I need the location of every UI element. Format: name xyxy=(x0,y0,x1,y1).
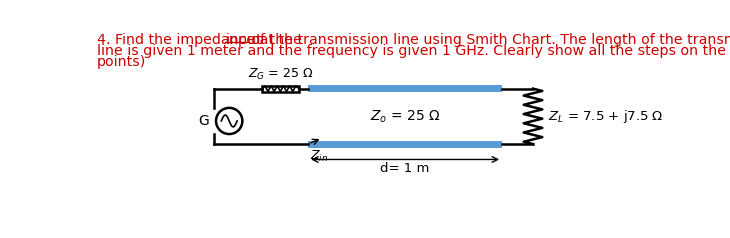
Text: 4. Find the impedance at the: 4. Find the impedance at the xyxy=(96,33,306,47)
Bar xyxy=(308,85,502,92)
Text: points): points) xyxy=(96,55,146,69)
Text: $Z_G$ = 25 Ω: $Z_G$ = 25 Ω xyxy=(247,67,313,82)
Text: G: G xyxy=(199,114,209,128)
Text: input: input xyxy=(226,33,262,47)
Bar xyxy=(308,141,502,148)
Text: d= 1 m: d= 1 m xyxy=(380,162,430,175)
Bar xyxy=(262,85,299,92)
Text: $Z_{in}$: $Z_{in}$ xyxy=(310,149,328,164)
Text: $Z_o$ = 25 Ω: $Z_o$ = 25 Ω xyxy=(369,108,440,124)
Text: of the transmission line using Smith Chart. The length of the transmission: of the transmission line using Smith Cha… xyxy=(247,33,730,47)
Text: line is given 1 meter and the frequency is given 1 GHz. Clearly show all the ste: line is given 1 meter and the frequency … xyxy=(96,44,730,58)
Text: $Z_L$ = 7.5 + j7.5 Ω: $Z_L$ = 7.5 + j7.5 Ω xyxy=(548,108,664,125)
